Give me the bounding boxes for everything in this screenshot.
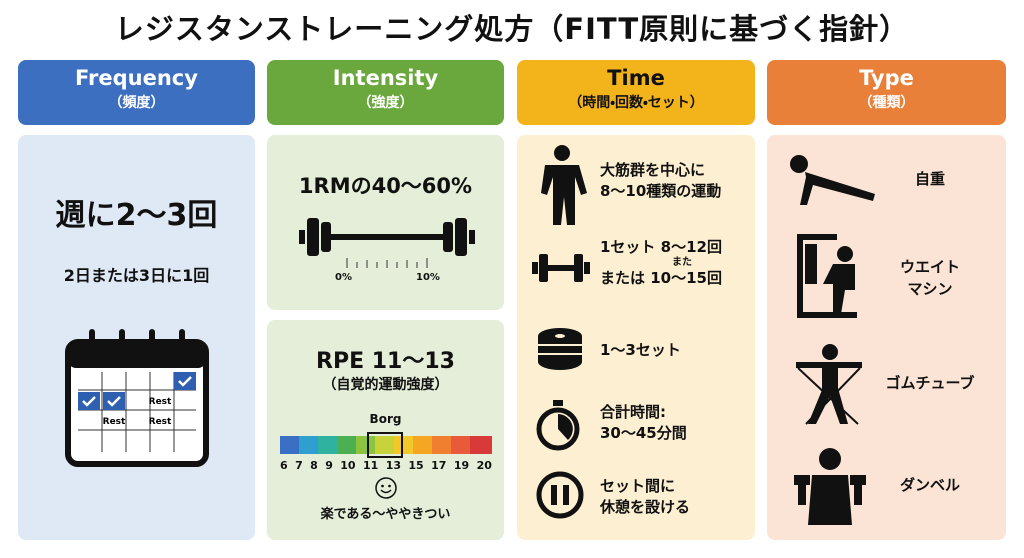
header-subtitle: （時間・回数・セット）: [568, 95, 704, 111]
borg-number: 13: [385, 459, 401, 472]
type-item: ウエイト マシン: [870, 256, 990, 300]
header-subtitle: （強度）: [357, 95, 414, 111]
rpe-title: RPE 11〜13: [316, 349, 455, 374]
type-item: ゴムチューブ: [870, 372, 990, 394]
calendar-label: Rest: [103, 417, 126, 427]
text: ダンベル: [899, 476, 960, 494]
machine-icon: [797, 234, 857, 318]
header: Time （時間・回数・セット）: [517, 60, 755, 125]
borg-bar: [280, 432, 492, 458]
time-item: セット間に休憩を設ける: [600, 476, 690, 518]
borg-number: 17: [431, 459, 447, 472]
calendar-label: Rest: [149, 397, 172, 407]
header-title: Intensity: [332, 66, 439, 90]
header-subtitle: （頻度）: [108, 95, 165, 111]
panel: [267, 320, 504, 540]
header-title: Frequency: [75, 66, 198, 90]
muscle-icon: [541, 145, 587, 225]
text: ゴムチューブ: [885, 374, 975, 392]
text: または 10〜15回: [600, 269, 722, 287]
type-item: 自重: [870, 168, 990, 190]
calendar-label: Rest: [149, 417, 172, 427]
header-subtitle: （種類）: [858, 95, 915, 111]
borg-number: 10: [340, 459, 356, 472]
header-title: Time: [607, 66, 665, 90]
time-item: 合計時間: 30〜45分間: [600, 402, 687, 444]
text: 合計時間:: [600, 403, 666, 421]
load-text: 1RMの40〜60%: [298, 174, 473, 198]
time-item: 1〜3セット: [600, 340, 681, 361]
borg-number: 15: [408, 459, 424, 472]
calendar-icon: Rest Rest Rest: [65, 329, 209, 467]
text: また: [672, 257, 692, 268]
rpe-footer: 楽である〜ややきつい: [320, 507, 451, 522]
text: マシン: [907, 280, 953, 298]
rpe-subtitle: （自覚的運動強度）: [322, 377, 449, 393]
barbell-icon: [299, 218, 475, 268]
text: 30〜45分間: [600, 424, 687, 442]
frequency-main: 週に2〜3回: [55, 198, 218, 233]
smile-icon: [375, 477, 397, 499]
borg-number: 20: [476, 459, 492, 472]
text: 1セット 8〜12回: [600, 238, 722, 256]
borg-numbers: 6 7 8 9 10 11 13 15 17 19 20: [280, 459, 492, 472]
time-item: 1セット 8〜12回 また または 10〜15回: [600, 238, 722, 288]
dumbbell-person-icon: [794, 448, 866, 525]
pushup-icon: [790, 155, 875, 205]
panel: [18, 135, 255, 540]
frequency-sub: 2日または3日に1回: [63, 266, 210, 285]
borg-number: 9: [325, 459, 333, 472]
text: 自重: [914, 170, 945, 188]
text: ウエイト: [899, 258, 960, 276]
title: レジスタンストレーニング処方（FITT原則に基づく指針）: [114, 12, 910, 46]
text: 8〜10種類の運動: [600, 182, 722, 200]
scale-label: 10%: [416, 272, 440, 283]
borg-title: Borg: [369, 412, 402, 426]
borg-number: 8: [310, 459, 318, 472]
stopwatch-icon: [536, 400, 580, 451]
type-item: ダンベル: [870, 474, 990, 496]
scale-label: 0%: [335, 272, 352, 283]
text: 1〜3セット: [600, 341, 681, 359]
text: セット間に: [600, 477, 676, 495]
header-title: Type: [859, 66, 914, 90]
dumbbell-icon: [532, 254, 590, 282]
borg-number: 7: [295, 459, 303, 472]
pause-icon: [536, 471, 584, 519]
header: Intensity （強度）: [267, 60, 504, 125]
borg-number: 6: [280, 459, 288, 472]
band-icon: [796, 344, 862, 425]
borg-number: 11: [362, 459, 379, 472]
borg-number: 19: [453, 459, 470, 472]
plates-icon: [538, 328, 582, 370]
text: 大筋群を中心に: [600, 161, 706, 179]
header: Frequency （頻度）: [18, 60, 255, 125]
time-item: 大筋群を中心に 8〜10種類の運動: [600, 160, 721, 202]
text: 休憩を設ける: [600, 498, 691, 516]
header: Type （種類）: [767, 60, 1006, 125]
